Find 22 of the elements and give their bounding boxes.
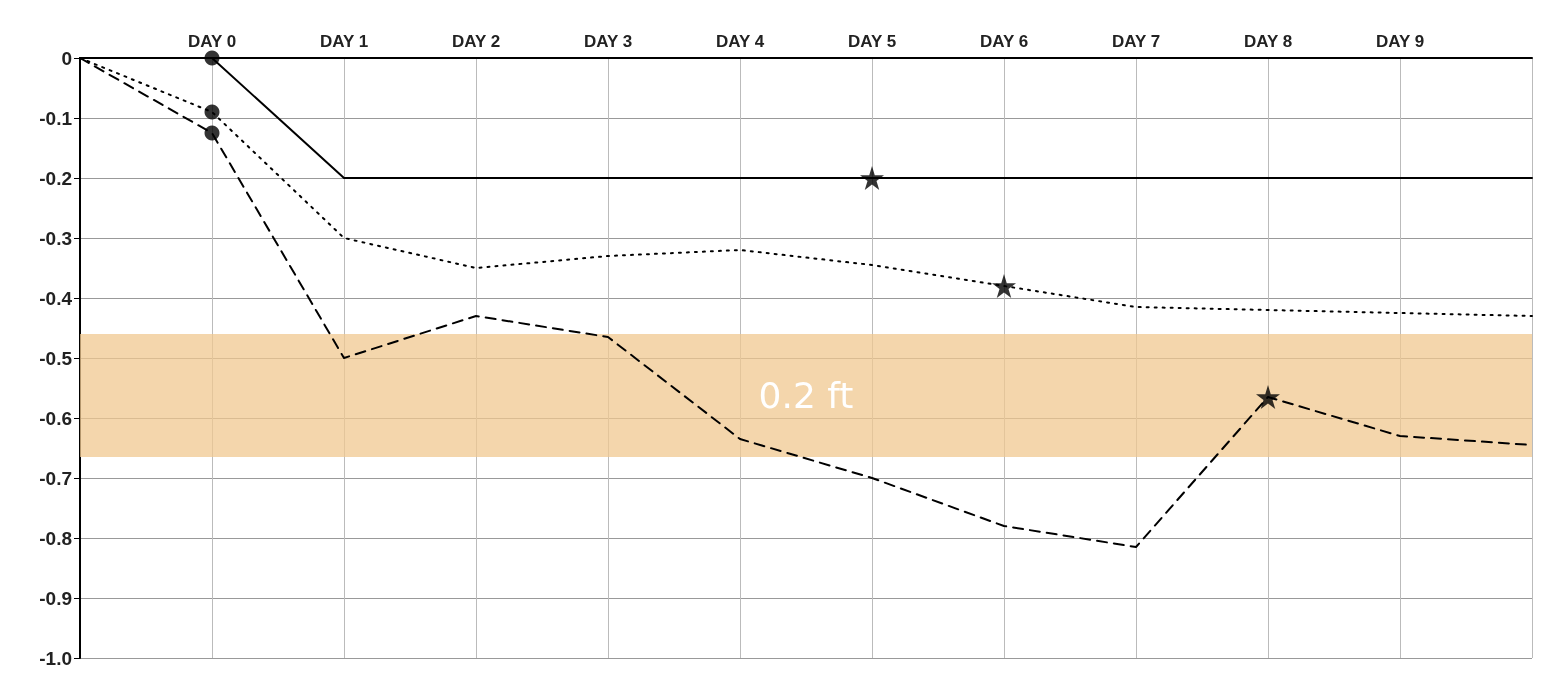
y-tick-label: -0.2 bbox=[39, 167, 72, 189]
x-tick-label: DAY 0 bbox=[187, 32, 237, 51]
y-tick-label: -0.1 bbox=[39, 107, 73, 129]
x-tick-label: DAY 3 bbox=[583, 32, 633, 51]
y-tick-label: 0 bbox=[61, 47, 72, 69]
x-tick-label: DAY 2 bbox=[451, 32, 501, 51]
y-tick-label: -0.8 bbox=[39, 527, 72, 549]
y-tick-label: -1.0 bbox=[39, 647, 72, 669]
x-tick-label: DAY 1 bbox=[319, 32, 369, 51]
x-tick-label: DAY 5 bbox=[847, 32, 897, 51]
y-tick-label: -0.3 bbox=[39, 227, 72, 249]
y-tick-label: -0.7 bbox=[39, 467, 72, 489]
y-tick-label: -0.4 bbox=[39, 287, 73, 309]
x-tick-label: DAY 4 bbox=[715, 32, 765, 51]
y-tick-label: -0.9 bbox=[39, 587, 72, 609]
x-tick-label: DAY 6 bbox=[979, 32, 1029, 51]
y-tick-label: -0.5 bbox=[39, 347, 73, 369]
x-tick-label: DAY 9 bbox=[1375, 32, 1425, 51]
y-tick-label: -0.6 bbox=[39, 407, 72, 429]
band-label: 0.2 ft bbox=[758, 375, 854, 416]
x-tick-label: DAY 8 bbox=[1243, 32, 1293, 51]
x-tick-label: DAY 7 bbox=[1111, 32, 1161, 51]
